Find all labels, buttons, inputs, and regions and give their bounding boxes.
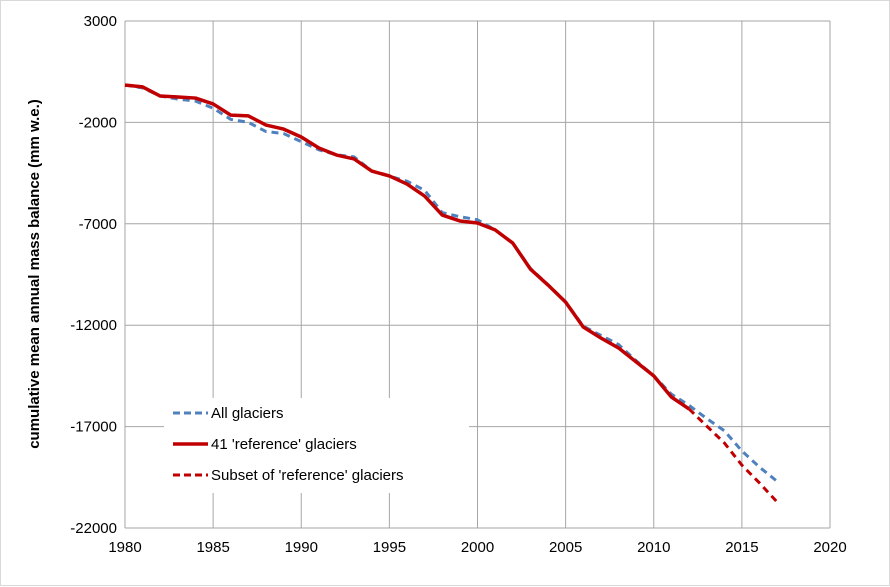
x-tick-label: 2020 <box>813 539 846 556</box>
y-axis-label: cumulative mean annual mass balance (mm … <box>26 99 43 449</box>
x-tick-label: 2005 <box>549 539 582 556</box>
series-subset-reference-glaciers <box>124 83 196 100</box>
x-tick-label: 1980 <box>108 539 141 556</box>
tick-labels: 1980 1985 1990 1995 2000 2005 2010 2015 2020 3000… <box>70 13 846 556</box>
x-tick-label: 2000 <box>461 539 494 556</box>
x-tick-label: 1995 <box>373 539 406 556</box>
x-tick-label: 1990 <box>285 539 318 556</box>
y-tick-label: -17000 <box>70 419 117 436</box>
series-group <box>124 83 779 504</box>
y-tick-label: -12000 <box>70 317 117 334</box>
y-tick-label: 3000 <box>84 13 117 30</box>
y-tick-label: -2000 <box>79 114 117 131</box>
legend-label: 41 'reference' glaciers <box>211 436 357 453</box>
series-subset-reference-glaciers <box>687 407 779 504</box>
x-tick-label: 1985 <box>196 539 229 556</box>
legend-label: Subset of 'reference' glaciers <box>211 467 404 484</box>
y-tick-label: -7000 <box>79 216 117 233</box>
legend-box <box>164 398 469 493</box>
series-reference-glaciers <box>124 83 690 411</box>
x-tick-label: 2015 <box>725 539 758 556</box>
legend: All glaciers 41 'reference' glaciers Subse… <box>164 398 469 493</box>
y-tick-label: -22000 <box>70 520 117 537</box>
x-tick-label: 2010 <box>637 539 670 556</box>
legend-label: All glaciers <box>211 405 284 422</box>
